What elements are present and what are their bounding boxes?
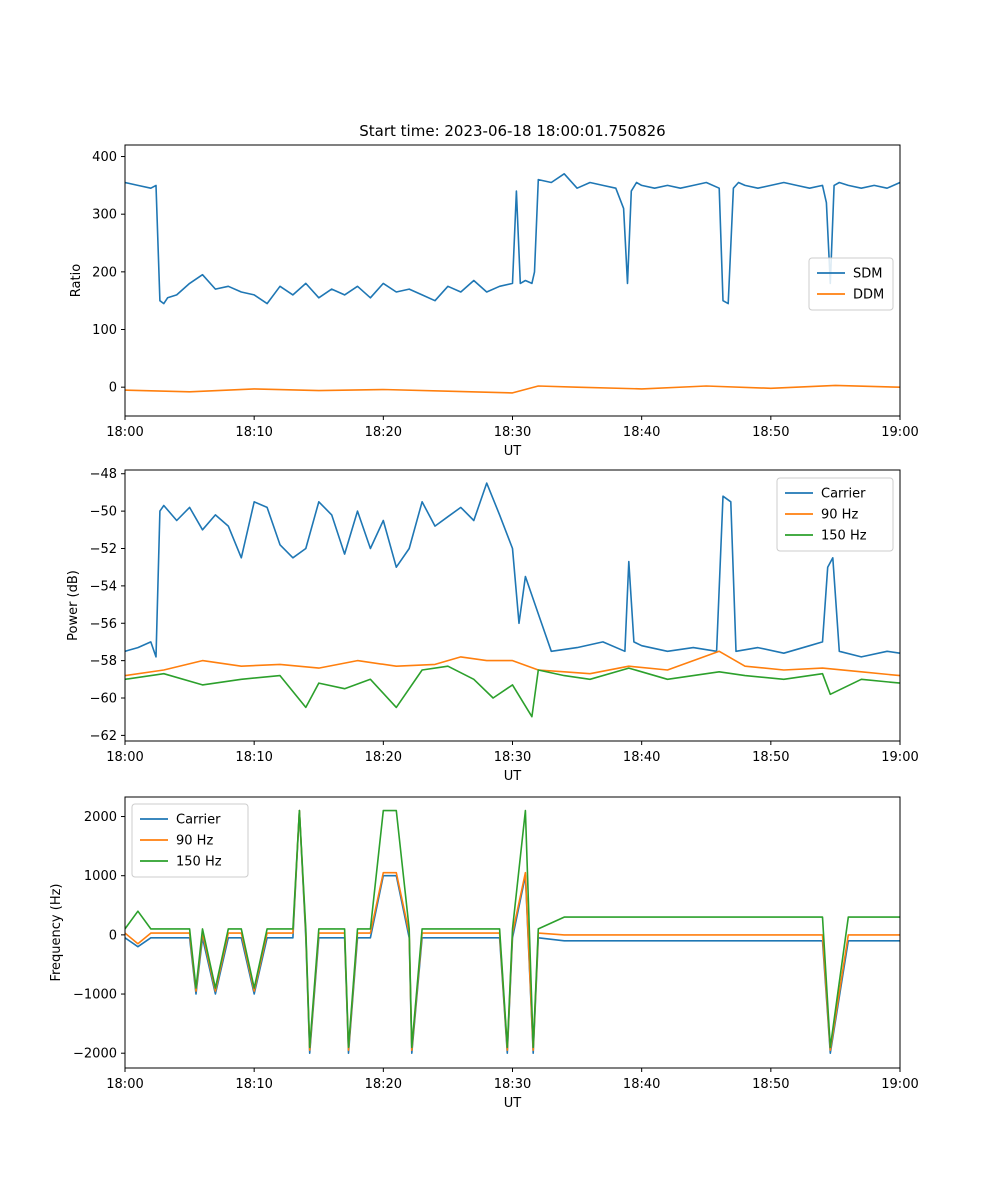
x-tick-label: 18:30	[494, 1077, 531, 1092]
y-axis-label: Ratio	[69, 264, 84, 297]
y-tick-label: 2000	[84, 810, 117, 825]
series-line-90-hz	[125, 650, 900, 677]
y-tick-label: 200	[92, 265, 117, 280]
y-tick-label: 400	[92, 150, 117, 165]
y-tick-label: −52	[90, 542, 117, 557]
x-axis-label: UT	[504, 1096, 522, 1111]
legend-entry: Carrier	[176, 813, 221, 828]
y-tick-label: 100	[92, 323, 117, 338]
series-line-150-hz	[125, 809, 900, 1049]
x-tick-label: 18:40	[623, 750, 660, 765]
series-line-carrier	[125, 482, 900, 658]
legend-entry: 150 Hz	[176, 855, 222, 870]
series-line-carrier	[125, 809, 900, 1054]
y-tick-label: 0	[109, 928, 117, 943]
x-axis-label: UT	[504, 769, 522, 784]
y-tick-label: −54	[90, 579, 117, 594]
legend-entry: 90 Hz	[176, 834, 213, 849]
x-tick-label: 19:00	[881, 425, 918, 440]
y-tick-label: −56	[90, 617, 117, 632]
chart-panel-1: 18:00 18:10 18:20 18:30 18:40 18:50 19:00 0 100 2…	[69, 122, 919, 459]
x-tick-label: 18:30	[494, 750, 531, 765]
chart-panel-3: 18:00 18:10 18:20 18:30 18:40 18:50 19:00 −2000…	[49, 796, 919, 1111]
x-tick-label: 18:20	[365, 1077, 402, 1092]
chart-panel-2: 18:00 18:10 18:20 18:30 18:40 18:50 19:00 −62 −6…	[66, 467, 919, 784]
series-line-90-hz	[125, 809, 900, 1051]
x-tick-label: 18:00	[106, 1077, 143, 1092]
y-tick-label: −2000	[73, 1047, 117, 1062]
y-tick-label: −50	[90, 505, 117, 520]
y-tick-label: −48	[90, 467, 117, 482]
legend-entry: SDM	[853, 267, 882, 282]
legend-box	[131, 803, 249, 878]
legend: Carrier 90 Hz 150 Hz	[776, 477, 894, 552]
legend: Carrier 90 Hz 150 Hz	[131, 803, 249, 878]
x-tick-label: 18:50	[752, 425, 789, 440]
series-line-150-hz	[125, 665, 900, 718]
x-tick-label: 18:30	[494, 425, 531, 440]
legend: SDM DDM	[808, 257, 894, 311]
x-tick-label: 18:10	[235, 1077, 272, 1092]
legend-box	[808, 257, 894, 311]
x-tick-label: 19:00	[881, 750, 918, 765]
y-tick-label: −58	[90, 654, 117, 669]
x-tick-label: 18:20	[365, 750, 402, 765]
x-tick-label: 18:50	[752, 750, 789, 765]
series-line-sdm	[125, 173, 900, 305]
x-tick-label: 18:40	[623, 1077, 660, 1092]
legend-entry: 150 Hz	[821, 529, 867, 544]
y-tick-label: 300	[92, 208, 117, 223]
chart-title: Start time: 2023-06-18 18:00:01.750826	[359, 122, 665, 140]
legend-entry: DDM	[853, 288, 884, 303]
x-tick-label: 18:50	[752, 1077, 789, 1092]
legend-box	[776, 477, 894, 552]
y-axis-label: Power (dB)	[66, 570, 81, 641]
y-axis-label: Frequency (Hz)	[49, 883, 64, 981]
y-tick-label: −60	[90, 692, 117, 707]
series-line-ddm	[125, 384, 900, 394]
x-tick-label: 18:20	[365, 425, 402, 440]
y-tick-label: 1000	[84, 869, 117, 884]
x-axis-label: UT	[504, 444, 522, 459]
legend-entry: Carrier	[821, 487, 866, 502]
x-tick-label: 18:10	[235, 750, 272, 765]
x-tick-label: 19:00	[881, 1077, 918, 1092]
legend-entry: 90 Hz	[821, 508, 858, 523]
x-tick-label: 18:10	[235, 425, 272, 440]
y-tick-label: 0	[109, 381, 117, 396]
y-tick-label: −1000	[73, 988, 117, 1003]
x-tick-label: 18:40	[623, 425, 660, 440]
x-tick-label: 18:00	[106, 750, 143, 765]
y-tick-label: −62	[90, 729, 117, 744]
x-tick-label: 18:00	[106, 425, 143, 440]
